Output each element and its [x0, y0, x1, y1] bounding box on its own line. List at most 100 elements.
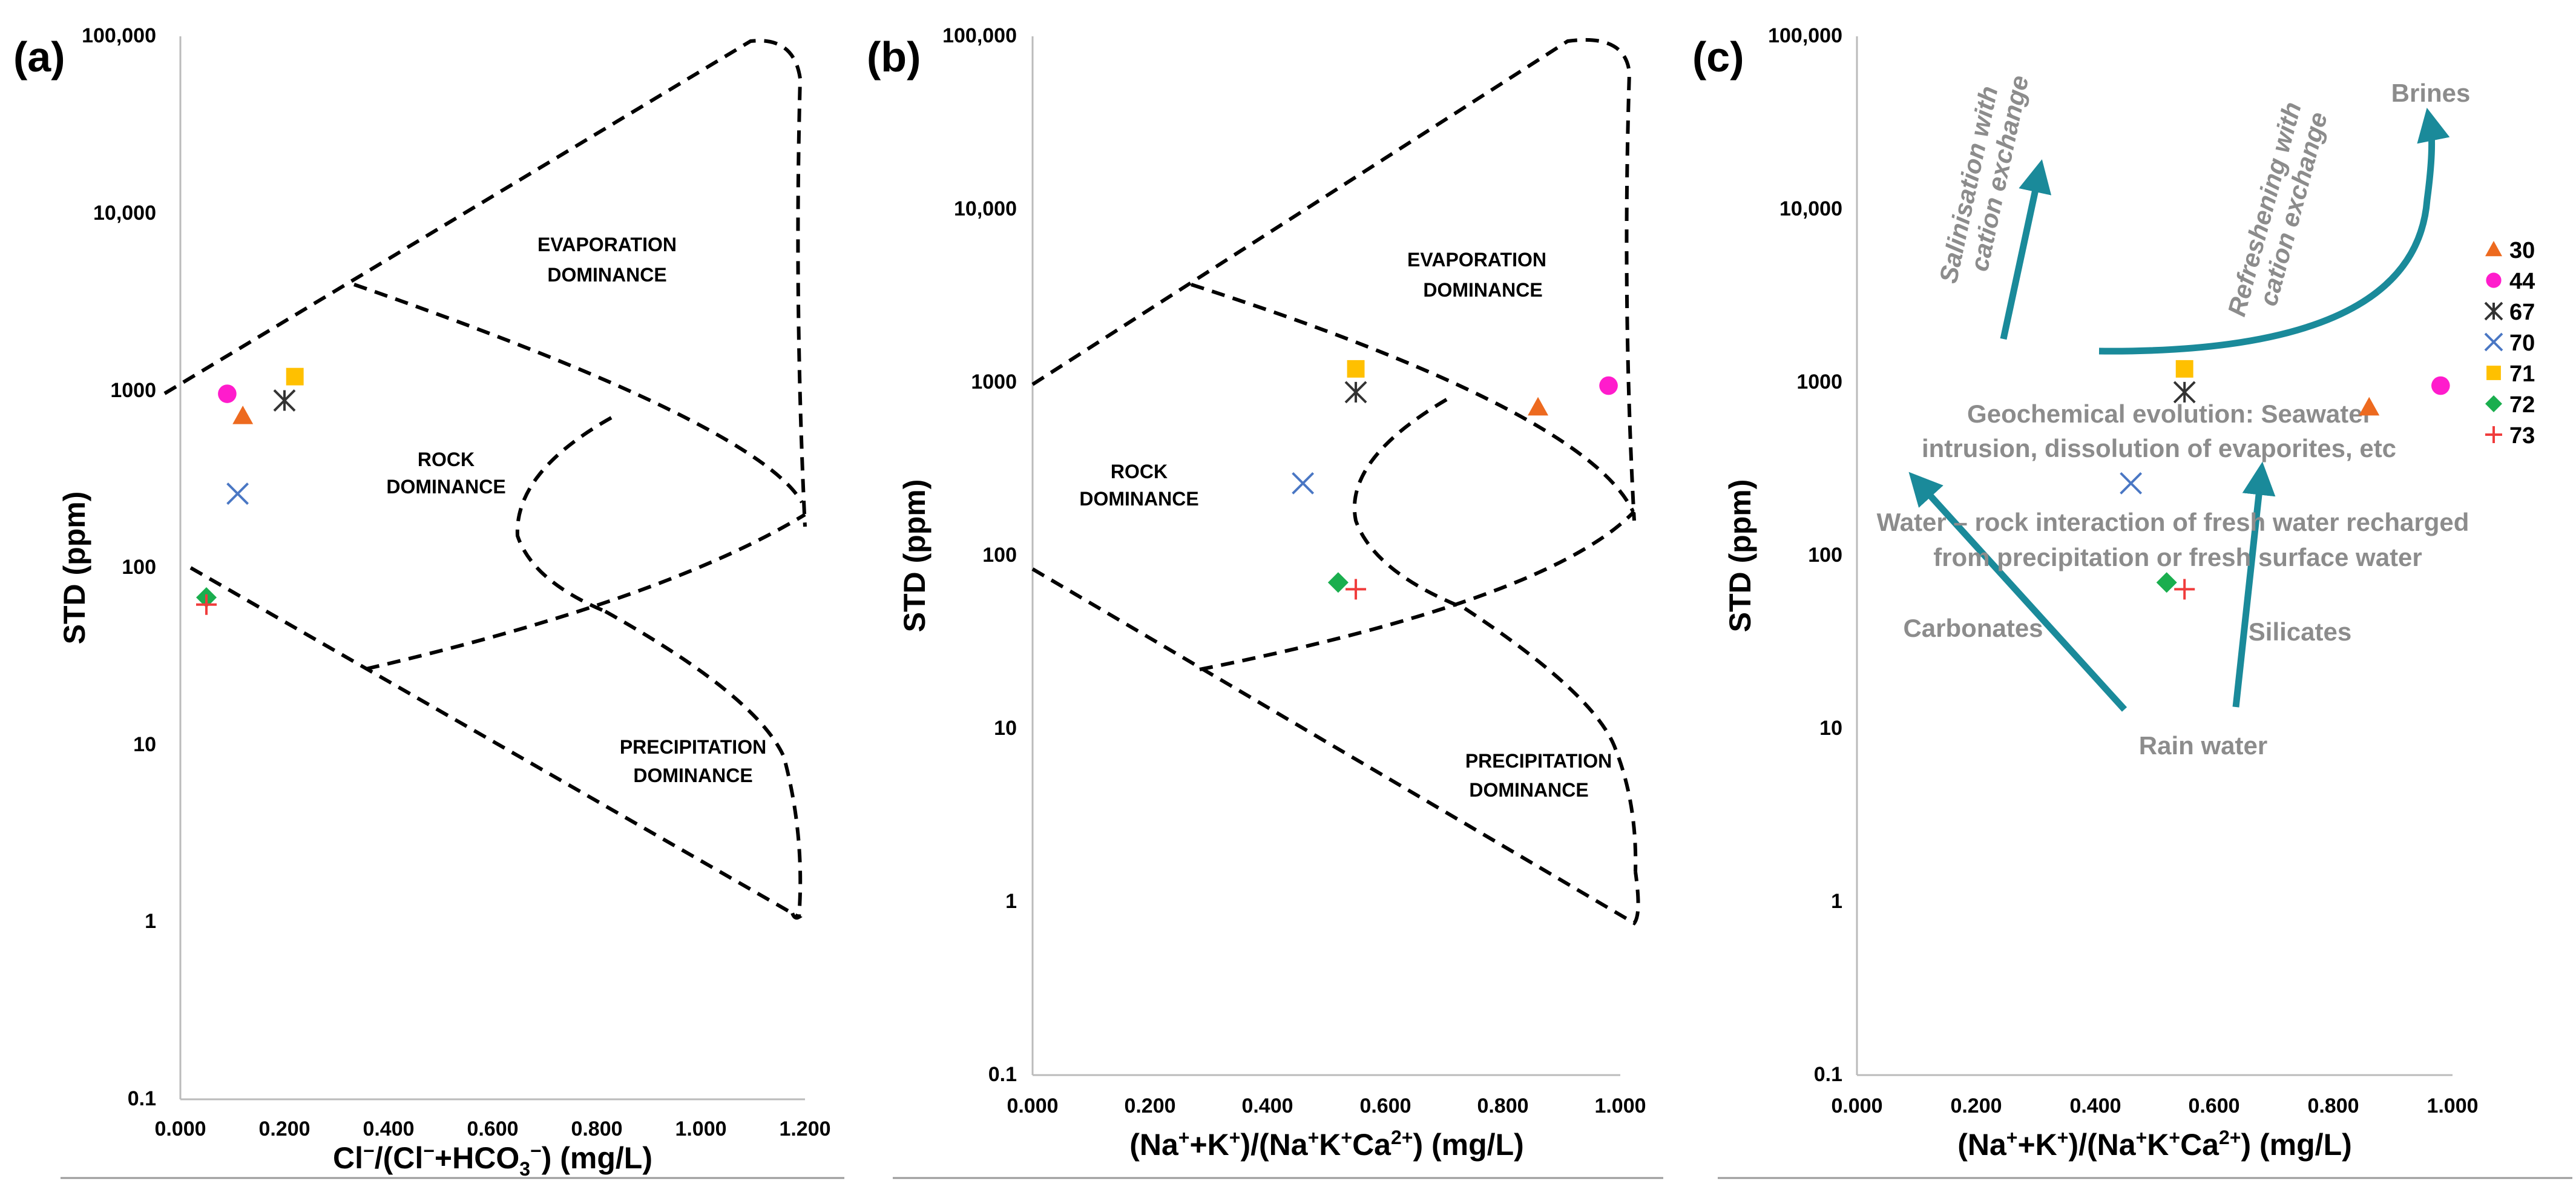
- silicates-arrow: [2232, 461, 2276, 708]
- panel-a-y-axis-label: STD (ppm): [58, 492, 91, 645]
- panel-c-x-ticks: 0.000 0.200 0.400 0.600 0.800 1.000: [1831, 1094, 2478, 1117]
- legend-label: 30: [2509, 238, 2535, 263]
- legend-label: 70: [2509, 331, 2535, 356]
- panel-c-label: (c): [1692, 33, 1744, 81]
- y-tick-label: 10: [1819, 717, 1842, 740]
- data-point-44: [1599, 376, 1618, 395]
- x-tick-label: 0.400: [1241, 1094, 1293, 1117]
- rock-boundary-upper: [1191, 283, 1635, 513]
- x-tick-label: 0.600: [467, 1117, 518, 1140]
- x-tick-label: 0.400: [2069, 1094, 2121, 1117]
- panel-b-label: (b): [867, 33, 921, 81]
- panel-b-x-axis-label: (Na++K+)/(Na+K+Ca2+) (mg/L): [1129, 1127, 1524, 1162]
- y-tick-label: 1: [1005, 890, 1017, 913]
- y-tick-label: 100,000: [942, 24, 1017, 47]
- data-point-71: [2175, 360, 2193, 378]
- data-point-70: [1292, 472, 1315, 495]
- data-point-30: [2359, 396, 2380, 416]
- panel-c-y-axis-label: STD (ppm): [1723, 479, 1757, 633]
- legend-marker-30: [2485, 241, 2502, 257]
- precipitation-boundary: [189, 566, 803, 920]
- rock-boundary-lower: [366, 513, 806, 671]
- data-point-67: [2173, 381, 2196, 404]
- panel-c-arrows: [1908, 108, 2450, 712]
- legend-label: 72: [2509, 392, 2535, 418]
- panel-b-y-ticks: 0.1 1 10 100 1000 10,000 100,000: [942, 24, 1017, 1086]
- y-tick-label: 10,000: [1779, 197, 1842, 220]
- y-tick-label: 100,000: [82, 24, 156, 47]
- precipitation-inner: [1464, 607, 1638, 872]
- panel-a-y-ticks: 0.1 1 10 100 1000 10,000 100,000: [82, 24, 156, 1110]
- x-tick-label: 0.800: [1477, 1094, 1528, 1117]
- rock-boundary-upper: [353, 283, 804, 504]
- panel-b-axes: [1031, 36, 1620, 1076]
- y-tick-label: 100: [1808, 544, 1842, 567]
- x-tick-label: 0.200: [1124, 1094, 1175, 1117]
- legend-marker-44: [2486, 272, 2502, 288]
- panel-a-points: [196, 367, 304, 615]
- panel-b: (b) 0.1 1 10 100 1000 10,000 100,000 0.0…: [867, 24, 1663, 1179]
- geochem-label-line2: intrusion, dissolution of evaporites, et…: [1922, 434, 2396, 462]
- data-point-44: [218, 384, 237, 403]
- carbonates-label: Carbonates: [1903, 614, 2043, 642]
- legend-item-70: 70: [2484, 331, 2535, 356]
- panel-a-region-labels: EVAPORATION DOMINANCE ROCK DOMINANCE PRE…: [386, 234, 766, 786]
- data-point-30: [1528, 396, 1549, 416]
- x-tick-label: 0.600: [1359, 1094, 1411, 1117]
- panel-c: (c) 0.1 1 10 100 1000 10,000 100,000 0.0…: [1692, 24, 2572, 1179]
- region-label: ROCK: [418, 449, 475, 470]
- y-tick-label: 1000: [110, 379, 156, 402]
- x-tick-label: 0.200: [258, 1117, 310, 1140]
- panel-c-axes: [1856, 36, 2453, 1076]
- data-point-44: [2431, 376, 2450, 395]
- x-tick-label: 1.200: [779, 1117, 830, 1140]
- x-tick-label: 1.000: [2426, 1094, 2478, 1117]
- legend-label: 44: [2509, 269, 2535, 294]
- legend-marker-70: [2484, 332, 2503, 352]
- data-point-70: [226, 482, 249, 505]
- panel-a-x-axis-label: Cl−/(Cl−+HCO3−) (mg/L): [333, 1140, 652, 1180]
- rock-boundary-lower: [1199, 510, 1636, 671]
- x-tick-label: 0.800: [2307, 1094, 2359, 1117]
- evaporation-boundary: [1031, 38, 1636, 521]
- x-tick-label: 0.200: [1950, 1094, 2002, 1117]
- panel-a-gibbs-envelope: [163, 39, 807, 920]
- data-point-67: [1344, 381, 1367, 404]
- rain-water-label: Rain water: [2139, 731, 2267, 760]
- water-rock-label-line1: Water – rock interaction of fresh water …: [1877, 508, 2469, 536]
- region-label: EVAPORATION: [537, 234, 677, 255]
- panel-b-region-labels: EVAPORATION DOMINANCE ROCK DOMINANCE PRE…: [1079, 249, 1612, 801]
- region-label: DOMINANCE: [633, 765, 752, 786]
- panel-a-label: (a): [13, 33, 65, 81]
- silicates-label: Silicates: [2249, 617, 2351, 646]
- y-tick-label: 0.1: [1814, 1063, 1842, 1086]
- data-point-67: [273, 389, 296, 412]
- y-tick-label: 0.1: [128, 1087, 156, 1110]
- region-label: DOMINANCE: [1079, 488, 1198, 510]
- data-point-72: [2156, 572, 2177, 593]
- panel-b-gibbs-envelope: [1031, 38, 1640, 926]
- salinisation-arrow: [2000, 159, 2052, 340]
- panel-a-x-ticks: 0.000 0.200 0.400 0.600 0.800 1.000 1.20…: [154, 1117, 830, 1140]
- panel-a-axes: [179, 36, 805, 1101]
- data-point-73: [196, 594, 217, 615]
- region-label: PRECIPITATION: [620, 736, 766, 758]
- precipitation-boundary: [1031, 567, 1640, 926]
- brines-label: Brines: [2391, 79, 2471, 107]
- legend: 30 44 67 70 71 72 73: [2484, 238, 2535, 449]
- x-tick-label: 0.600: [2188, 1094, 2239, 1117]
- data-point-72: [1327, 572, 1349, 593]
- evaporation-boundary: [163, 39, 807, 527]
- x-tick-label: 1.000: [675, 1117, 726, 1140]
- legend-item-71: 71: [2486, 361, 2535, 387]
- rock-boundary-inner: [1352, 398, 1466, 610]
- x-tick-label: 0.800: [571, 1117, 622, 1140]
- legend-item-44: 44: [2486, 269, 2535, 294]
- refreshening-label: Refreshening with cation exchange: [2222, 99, 2333, 320]
- y-tick-label: 10,000: [954, 197, 1017, 220]
- carbonates-arrow: [1908, 472, 2128, 712]
- panel-b-points: [1292, 360, 1618, 600]
- y-tick-label: 100,000: [1768, 24, 1842, 47]
- panel-c-points: [2120, 360, 2450, 600]
